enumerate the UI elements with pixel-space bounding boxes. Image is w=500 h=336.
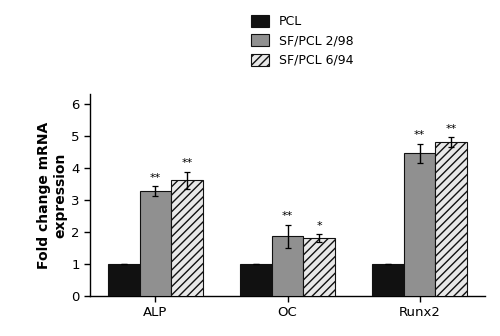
Bar (172, 180, 203, 296)
Bar (436, 142, 467, 296)
Bar (272, 237, 304, 296)
Text: **: ** (182, 158, 193, 168)
Bar (372, 264, 404, 296)
Bar (240, 264, 272, 296)
Bar (108, 264, 140, 296)
Text: *: * (316, 221, 322, 231)
Bar (140, 191, 172, 296)
Text: **: ** (282, 211, 293, 221)
Bar (304, 238, 335, 296)
Y-axis label: Fold change mRNA
expression: Fold change mRNA expression (36, 121, 67, 268)
Bar (404, 153, 436, 296)
Text: **: ** (150, 173, 161, 183)
Text: **: ** (414, 130, 425, 140)
Text: **: ** (446, 124, 457, 134)
Legend: PCL, SF/PCL 2/98, SF/PCL 6/94: PCL, SF/PCL 2/98, SF/PCL 6/94 (246, 10, 358, 72)
